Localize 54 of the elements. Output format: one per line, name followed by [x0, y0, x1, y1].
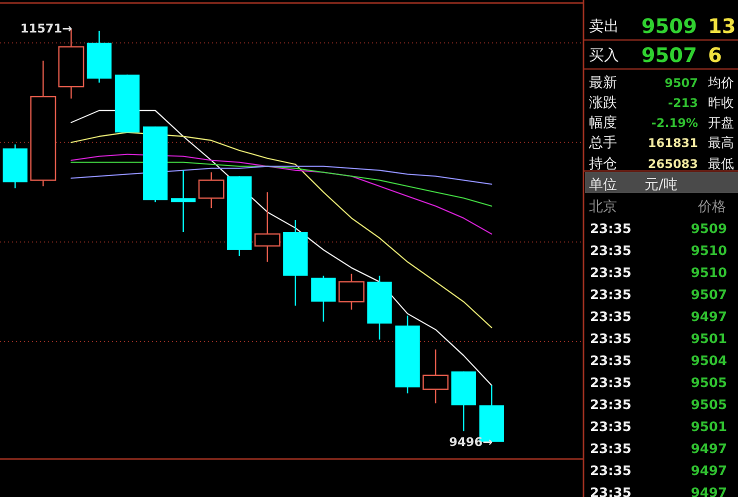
text: 9507: [690, 288, 727, 303]
text: 23:35: [590, 288, 632, 303]
text: 开盘: [708, 116, 734, 131]
text: -213: [668, 96, 698, 110]
text: -2.19%: [651, 116, 698, 130]
text: 均价: [707, 76, 734, 91]
text: 23:35: [590, 266, 632, 281]
text: 9497: [690, 486, 727, 497]
text: 9507: [664, 76, 698, 90]
text: 总手: [588, 135, 617, 151]
text: 9501: [690, 332, 727, 347]
text: 161831: [648, 136, 698, 150]
text: 9507: [641, 43, 697, 67]
text: 23:35: [590, 464, 632, 479]
text: 9509: [690, 222, 727, 237]
text: 最高: [708, 135, 734, 151]
text: 9510: [690, 244, 727, 259]
text: 昨收: [708, 96, 734, 111]
candlestick: [170, 170, 196, 233]
text: 持仓: [589, 156, 617, 172]
text: 23:35: [590, 332, 632, 347]
text: 23:35: [590, 354, 632, 369]
text: 涨跌: [589, 95, 617, 111]
text: 23:35: [590, 398, 632, 413]
text: 13: [708, 14, 736, 38]
text: 9497: [690, 464, 727, 479]
text: 最低: [708, 157, 734, 172]
text: 幅度: [589, 115, 617, 131]
text: 9509: [641, 14, 697, 38]
text: 23:35: [590, 420, 632, 435]
text: 23:35: [590, 222, 632, 237]
annotation: 11571→: [20, 22, 72, 36]
text: 23:35: [590, 310, 632, 325]
text: 北京: [589, 199, 617, 215]
text: 265083: [648, 157, 698, 171]
text: 9505: [690, 398, 727, 413]
text: 23:35: [590, 442, 632, 457]
text: 9501: [690, 420, 727, 435]
text: 元/吨: [644, 177, 678, 193]
text: 6: [708, 43, 722, 67]
text: 9497: [690, 310, 727, 325]
text: 单位: [589, 177, 617, 193]
text: 9505: [690, 376, 727, 391]
text: 23:35: [590, 376, 632, 391]
text: 9504: [690, 354, 727, 369]
text: 23:35: [590, 486, 632, 497]
text: 最新: [589, 75, 617, 91]
annotation: 9496→: [449, 434, 493, 449]
text: 9497: [690, 442, 727, 457]
text: 买入: [589, 46, 619, 64]
text: 23:35: [590, 244, 632, 259]
text: 卖出: [589, 17, 619, 35]
text: 9510: [690, 266, 727, 281]
text: 价格: [697, 199, 726, 215]
